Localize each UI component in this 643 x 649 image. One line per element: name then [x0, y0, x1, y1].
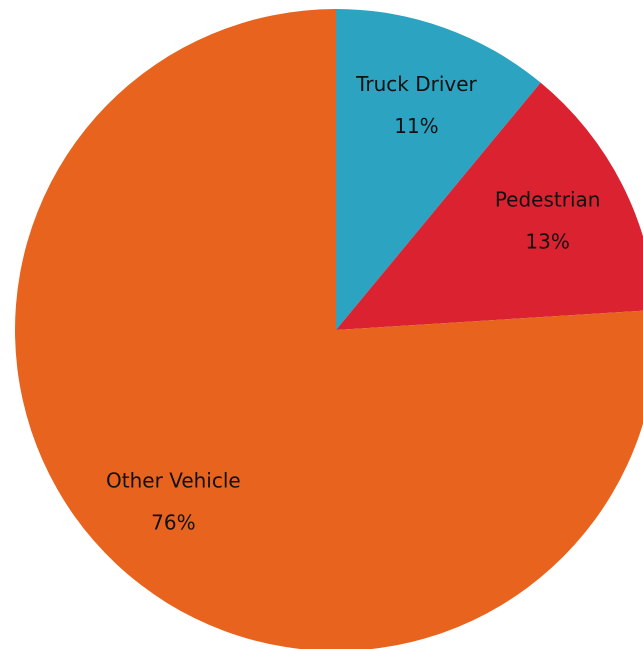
slice-value-label: 11% [394, 114, 438, 138]
pie-slice [15, 9, 643, 649]
slice-value-label: 76% [151, 511, 195, 535]
pie-slice [336, 82, 643, 330]
slice-label: Pedestrian [495, 188, 601, 212]
slice-label: Other Vehicle [106, 469, 241, 493]
slice-value-label: 13% [525, 230, 569, 254]
pie-slice [336, 9, 541, 330]
slice-label: Truck Driver [355, 72, 477, 96]
